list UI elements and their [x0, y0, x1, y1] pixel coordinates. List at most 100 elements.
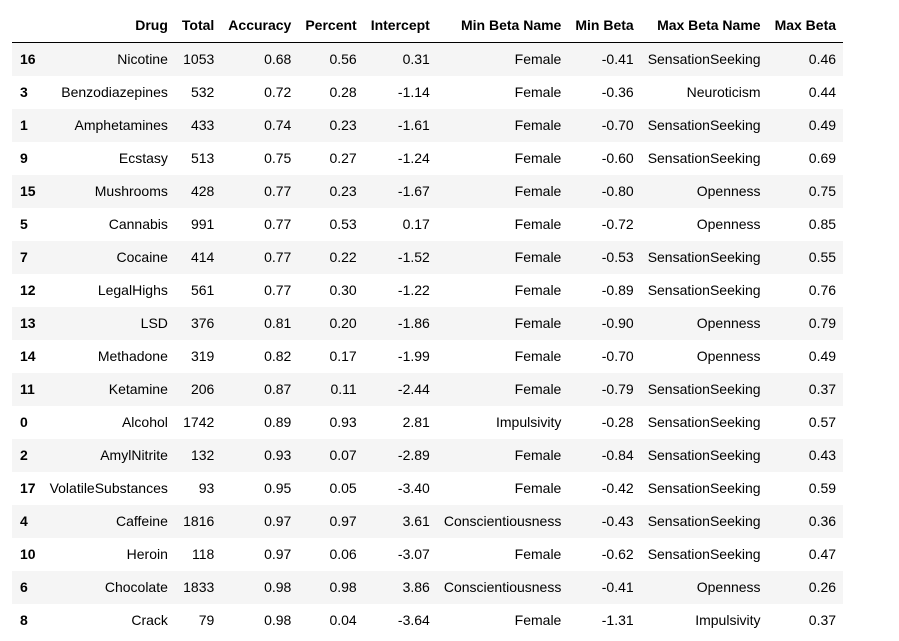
cell-max-beta-name: SensationSeeking [647, 512, 761, 529]
cell-drug: Nicotine [117, 50, 168, 67]
column-header-max-beta-name: Max Beta Name [640, 9, 768, 43]
cell-max-beta-name: SensationSeeking [647, 380, 761, 397]
column-header-min-beta: Min Beta [568, 9, 641, 43]
cell-accuracy: 0.95 [264, 479, 292, 496]
cell-percent: 0.30 [329, 281, 357, 298]
cell-drug: Ketamine [108, 380, 168, 397]
cell-max-beta-name: Openness [696, 182, 761, 199]
cell-min-beta-name: Female [514, 83, 562, 100]
cell-accuracy: 0.77 [264, 215, 292, 232]
cell-percent: 0.05 [329, 479, 357, 496]
cell-percent: 0.11 [330, 380, 357, 397]
cell-max-beta-name: SensationSeeking [647, 413, 761, 430]
cell-intercept: -1.52 [397, 248, 430, 265]
row-index: 1 [20, 116, 28, 133]
cell-accuracy: 0.72 [264, 83, 292, 100]
cell-drug: LegalHighs [97, 281, 168, 298]
cell-total: 132 [190, 446, 215, 463]
cell-drug: Methadone [97, 347, 168, 364]
column-header-total: Total [174, 9, 222, 43]
results-table: Drug Total Accuracy Percent Intercept Min Bet… [12, 9, 844, 637]
cell-min-beta: -0.70 [601, 347, 634, 364]
cell-min-beta: -0.80 [601, 182, 634, 199]
cell-max-beta: 0.26 [808, 578, 837, 595]
cell-drug: LSD [140, 314, 168, 331]
row-index: 10 [20, 545, 36, 562]
cell-total: 376 [190, 314, 215, 331]
column-header-drug: Drug [42, 9, 175, 43]
table-row: 8 Crack 79 0.98 0.04 -3.64 Female -1.31 Impulsiv… [12, 604, 843, 637]
cell-max-beta-name: Openness [696, 314, 761, 331]
cell-max-beta: 0.43 [808, 446, 837, 463]
cell-percent: 0.97 [329, 512, 357, 529]
cell-accuracy: 0.77 [264, 281, 292, 298]
cell-percent: 0.93 [329, 413, 357, 430]
cell-intercept: 2.81 [402, 413, 430, 430]
row-index: 3 [20, 83, 28, 100]
cell-accuracy: 0.77 [264, 248, 292, 265]
cell-max-beta: 0.37 [808, 380, 837, 397]
cell-min-beta: -0.72 [601, 215, 634, 232]
cell-accuracy: 0.74 [264, 116, 292, 133]
cell-min-beta-name: Impulsivity [495, 413, 562, 430]
cell-accuracy: 0.89 [264, 413, 292, 430]
cell-intercept: 3.61 [402, 512, 430, 529]
cell-total: 118 [191, 545, 215, 562]
row-index: 6 [20, 578, 28, 595]
cell-min-beta-name: Conscientiousness [443, 512, 562, 529]
cell-intercept: -2.44 [397, 380, 430, 397]
cell-total: 991 [190, 215, 215, 232]
cell-total: 93 [198, 479, 215, 496]
cell-drug: Ecstasy [118, 149, 168, 166]
cell-max-beta: 0.44 [808, 83, 837, 100]
cell-min-beta: -0.84 [601, 446, 634, 463]
cell-percent: 0.28 [329, 83, 357, 100]
table-row: 2 AmylNitrite 132 0.93 0.07 -2.89 Female -0.84 S… [12, 438, 844, 472]
cell-intercept: 0.31 [402, 50, 430, 67]
cell-percent: 0.04 [329, 611, 357, 628]
cell-max-beta: 0.59 [808, 479, 837, 496]
row-index: 7 [20, 248, 28, 265]
cell-min-beta: -0.43 [601, 512, 634, 529]
table-row: 17 VolatileSubstances 93 0.95 0.05 -3.40 Femal… [12, 472, 843, 505]
cell-min-beta-name: Female [514, 116, 562, 133]
cell-accuracy: 0.98 [264, 578, 292, 595]
cell-max-beta-name: Openness [696, 215, 761, 232]
cell-max-beta-name: SensationSeeking [647, 116, 761, 133]
cell-max-beta-name: SensationSeeking [647, 50, 761, 67]
cell-percent: 0.20 [329, 314, 357, 331]
cell-total: 414 [190, 248, 215, 265]
cell-max-beta-name: Openness [696, 578, 761, 595]
cell-max-beta-name: SensationSeeking [647, 545, 761, 562]
cell-total: 206 [190, 380, 215, 397]
column-header-percent: Percent [298, 9, 364, 43]
cell-percent: 0.23 [329, 116, 357, 133]
cell-max-beta: 0.75 [808, 182, 837, 199]
table-row: 9 Ecstasy 513 0.75 0.27 -1.24 Female -0.60 Sensa… [12, 142, 843, 175]
cell-accuracy: 0.97 [264, 512, 292, 529]
cell-min-beta: -0.41 [601, 50, 634, 67]
cell-max-beta-name: SensationSeeking [647, 446, 761, 463]
table-row: 0 Alcohol 1742 0.89 0.93 2.81 Impulsivity -0.28… [12, 406, 843, 439]
cell-max-beta: 0.55 [808, 248, 837, 265]
cell-accuracy: 0.77 [264, 182, 292, 199]
cell-max-beta: 0.36 [808, 512, 837, 529]
cell-max-beta-name: Impulsivity [695, 611, 761, 628]
cell-percent: 0.06 [329, 545, 357, 562]
column-header-index [12, 9, 43, 43]
cell-min-beta-name: Female [514, 314, 562, 331]
column-header-accuracy: Accuracy [221, 9, 299, 43]
cell-min-beta-name: Female [514, 248, 562, 265]
table-row: 14 Methadone 319 0.82 0.17 -1.99 Female -0.70 Op… [12, 340, 843, 373]
cell-percent: 0.23 [329, 182, 357, 199]
cell-accuracy: 0.93 [264, 446, 292, 463]
table-row: 1 Amphetamines 433 0.74 0.23 -1.61 Female -0.70… [12, 108, 844, 142]
cell-max-beta: 0.46 [808, 50, 837, 67]
row-index: 14 [20, 347, 36, 364]
row-index: 12 [20, 281, 36, 298]
cell-drug: AmylNitrite [100, 446, 168, 463]
cell-total: 1816 [183, 512, 215, 529]
cell-min-beta-name: Female [514, 281, 562, 298]
cell-drug: Crack [131, 611, 168, 628]
table-header: Drug Total Accuracy Percent Intercept Min Bet… [12, 9, 844, 43]
